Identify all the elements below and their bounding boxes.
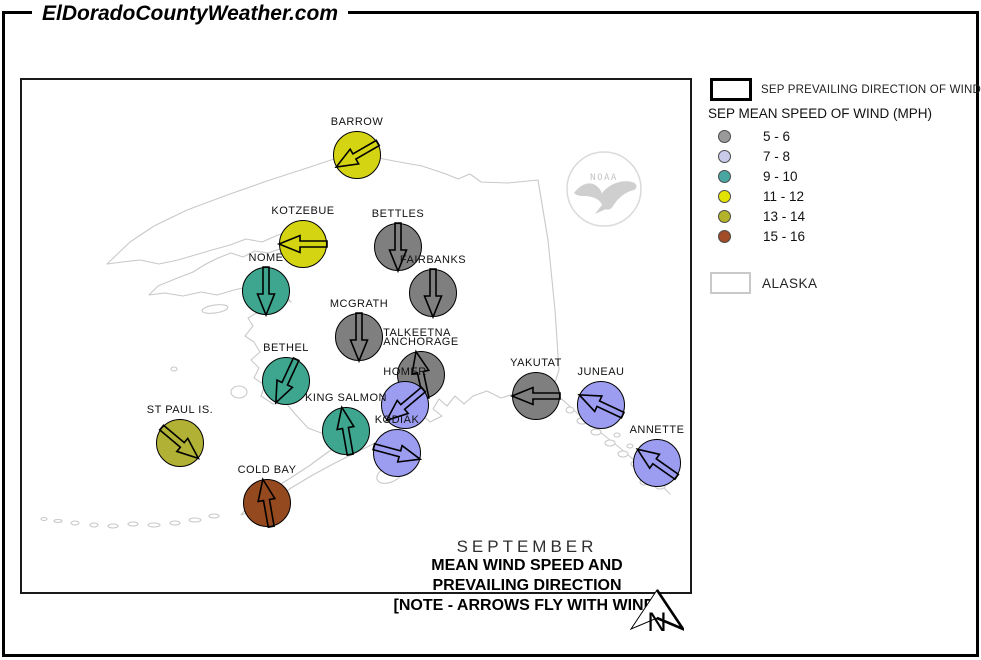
speed-class-row: 13 - 14 xyxy=(710,206,805,226)
speed-class-row: 9 - 10 xyxy=(710,166,805,186)
alaska-map: NOAA SEPTEMBER MEAN WIND SPEED AND PREVA… xyxy=(20,78,692,614)
map-title: SEPTEMBER MEAN WIND SPEED AND PREVAILING… xyxy=(394,537,661,616)
speed-dot-icon xyxy=(718,229,731,243)
noaa-logo-text: NOAA xyxy=(590,173,618,183)
noaa-gull-icon xyxy=(574,181,637,210)
speed-range-label: 7 - 8 xyxy=(763,148,791,164)
legend-direction-row: SEP PREVAILING DIRECTION OF WIND xyxy=(710,78,981,101)
legend-area-label: ALASKA xyxy=(762,275,818,291)
north-compass: N xyxy=(630,589,684,653)
site-title: ElDoradoCountyWeather.com xyxy=(32,0,348,27)
north-label: N xyxy=(647,607,667,637)
map-title-line3: PREVAILING DIRECTION xyxy=(432,577,622,594)
speed-class-row: 7 - 8 xyxy=(710,146,805,166)
noaa-logo: NOAA xyxy=(566,151,642,227)
alaska-box-icon xyxy=(710,272,751,294)
direction-box-icon xyxy=(710,78,752,101)
speed-range-label: 11 - 12 xyxy=(763,188,805,204)
speed-dot-icon xyxy=(718,169,731,183)
map-title-note: [NOTE - ARROWS FLY WITH WIND] xyxy=(393,597,661,614)
speed-dot-icon xyxy=(718,149,731,163)
legend-area-row: ALASKA xyxy=(710,272,818,294)
speed-class-row: 11 - 12 xyxy=(710,186,805,206)
outer-frame xyxy=(2,11,979,657)
speed-dot-icon xyxy=(718,189,731,203)
legend-speed-rows: 5 - 6 7 - 8 9 - 10 11 - 12 13 - 14 15 - 16 xyxy=(710,126,805,246)
map-title-line2: MEAN WIND SPEED AND xyxy=(431,557,623,574)
speed-dot-icon xyxy=(718,129,731,143)
speed-class-row: 5 - 6 xyxy=(710,126,805,146)
legend-direction-label: SEP PREVAILING DIRECTION OF WIND xyxy=(761,83,981,96)
speed-range-label: 13 - 14 xyxy=(763,208,806,224)
map-title-month: SEPTEMBER xyxy=(456,537,598,556)
speed-dot-icon xyxy=(718,209,731,223)
north-arrow-icon xyxy=(630,589,684,631)
speed-class-row: 15 - 16 xyxy=(710,226,805,246)
legend-speed-title: SEP MEAN SPEED OF WIND (MPH) xyxy=(708,106,933,121)
speed-range-label: 9 - 10 xyxy=(763,168,798,184)
speed-range-label: 15 - 16 xyxy=(763,228,806,244)
speed-range-label: 5 - 6 xyxy=(763,128,791,144)
